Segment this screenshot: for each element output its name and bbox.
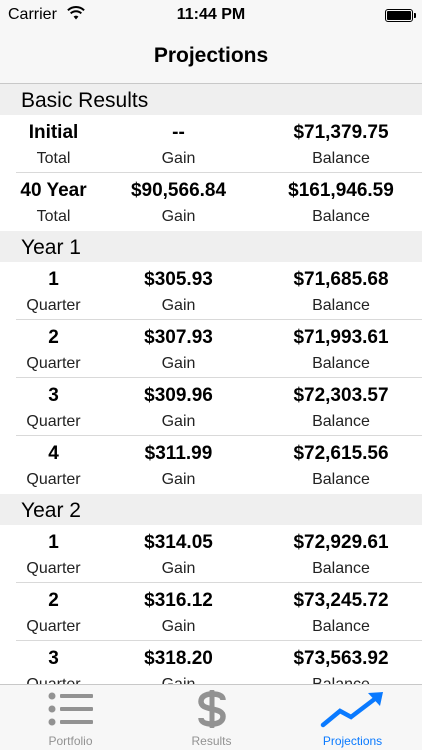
row-gain-label: Gain xyxy=(161,618,196,635)
table-row: 4 Quarter $311.99 Gain $72,615.56 Balance xyxy=(0,436,422,494)
row-period-value: 3 xyxy=(48,648,59,669)
table-row: 1 Quarter $305.93 Gain $71,685.68 Balance xyxy=(0,262,422,320)
row-balance-value: $161,946.59 xyxy=(288,180,394,201)
table-row: 40 Year Total $90,566.84 Gain $161,946.59 B… xyxy=(0,173,422,231)
row-balance-value: $71,379.75 xyxy=(293,122,389,143)
tab-bar: Portfolio Results Projections xyxy=(0,684,422,750)
row-balance-label: Balance xyxy=(312,618,370,635)
trend-chart-icon xyxy=(320,692,383,728)
row-balance-value: $73,563.92 xyxy=(293,648,389,669)
row-period-label: Quarter xyxy=(26,413,81,430)
carrier-label: Carrier xyxy=(8,6,57,23)
table-row: 3 Quarter $318.20 Gain $73,563.92 Balance xyxy=(0,641,422,684)
row-period-value: 1 xyxy=(48,269,59,290)
row-balance-label: Balance xyxy=(312,471,370,488)
row-balance-label: Balance xyxy=(312,208,370,225)
section-header-year-1: Year 1 xyxy=(0,231,422,262)
row-gain-label: Gain xyxy=(107,676,250,684)
row-gain-value: -- xyxy=(172,122,185,143)
row-gain-label: Gain xyxy=(161,413,196,430)
tab-results-label: Results xyxy=(191,734,232,748)
row-gain-value: $307.93 xyxy=(144,327,213,348)
row-period-value: 40 Year xyxy=(20,180,87,201)
row-gain-value: $90,566.84 xyxy=(130,180,227,201)
row-period-label: Quarter xyxy=(0,676,107,684)
row-gain-value: $309.96 xyxy=(144,385,213,406)
tab-projections[interactable]: Projections xyxy=(282,685,422,751)
row-period-label: Quarter xyxy=(26,618,81,635)
row-period-value: Initial xyxy=(28,122,79,143)
row-period-label: Total xyxy=(36,150,71,167)
row-gain-value: $316.12 xyxy=(144,590,213,611)
navigation-bar: Projections xyxy=(0,32,422,84)
table-row: 1 Quarter $314.05 Gain $72,929.61 Balance xyxy=(0,525,422,583)
status-time: 11:44 PM xyxy=(176,6,246,23)
page-title: Projections xyxy=(153,44,269,67)
row-gain-value: $311.99 xyxy=(144,443,213,464)
row-gain-value: $305.93 xyxy=(144,269,213,290)
status-bar: Carrier 11:44 PM xyxy=(0,0,422,32)
dollar-icon xyxy=(197,690,226,728)
row-gain-value: $314.05 xyxy=(144,532,213,553)
row-period-value: 1 xyxy=(48,532,59,553)
tab-projections-label: Projections xyxy=(322,734,383,748)
row-gain-label: Gain xyxy=(161,355,196,372)
tab-results[interactable]: Results xyxy=(141,685,282,751)
wifi-icon xyxy=(67,6,85,20)
row-gain-label: Gain xyxy=(161,471,196,488)
row-period-label: Total xyxy=(36,208,71,225)
row-gain-label: Gain xyxy=(161,150,196,167)
table-row: 2 Quarter $307.93 Gain $71,993.61 Balance xyxy=(0,320,422,378)
row-balance-label: Balance xyxy=(312,560,370,577)
row-balance-label: Balance xyxy=(312,297,370,314)
tab-portfolio[interactable]: Portfolio xyxy=(0,685,141,751)
projections-list[interactable]: Basic Results Initial Total -- Gain $71,37… xyxy=(0,84,422,684)
row-period-value: 2 xyxy=(48,327,59,348)
row-period-value: 2 xyxy=(48,590,59,611)
section-header-year-2: Year 2 xyxy=(0,494,422,525)
row-period-label: Quarter xyxy=(26,355,81,372)
section-header-basic-results: Basic Results xyxy=(0,84,422,115)
row-balance-value: $72,303.57 xyxy=(293,385,389,406)
row-balance-value: $72,615.56 xyxy=(293,443,389,464)
row-gain-label: Gain xyxy=(161,297,196,314)
row-balance-label: Balance xyxy=(250,676,422,684)
row-gain-label: Gain xyxy=(161,560,196,577)
row-balance-label: Balance xyxy=(312,150,370,167)
list-icon xyxy=(48,692,93,726)
row-period-label: Quarter xyxy=(26,560,81,577)
row-balance-value: $71,993.61 xyxy=(293,327,389,348)
row-balance-label: Balance xyxy=(312,355,370,372)
row-balance-label: Balance xyxy=(312,413,370,430)
battery-icon xyxy=(385,9,416,22)
row-period-value: 3 xyxy=(48,385,59,406)
row-balance-value: $73,245.72 xyxy=(293,590,389,611)
row-balance-value: $72,929.61 xyxy=(293,532,389,553)
row-gain-label: Gain xyxy=(161,208,196,225)
tab-portfolio-label: Portfolio xyxy=(48,734,93,748)
row-period-label: Quarter xyxy=(26,471,81,488)
row-balance-value: $71,685.68 xyxy=(293,269,389,290)
table-row: Initial Total -- Gain $71,379.75 Balance xyxy=(0,115,422,173)
row-period-label: Quarter xyxy=(26,297,81,314)
table-row: 2 Quarter $316.12 Gain $73,245.72 Balance xyxy=(0,583,422,641)
row-gain-value: $318.20 xyxy=(144,648,213,669)
table-row: 3 Quarter $309.96 Gain $72,303.57 Balance xyxy=(0,378,422,436)
row-period-value: 4 xyxy=(48,443,59,464)
